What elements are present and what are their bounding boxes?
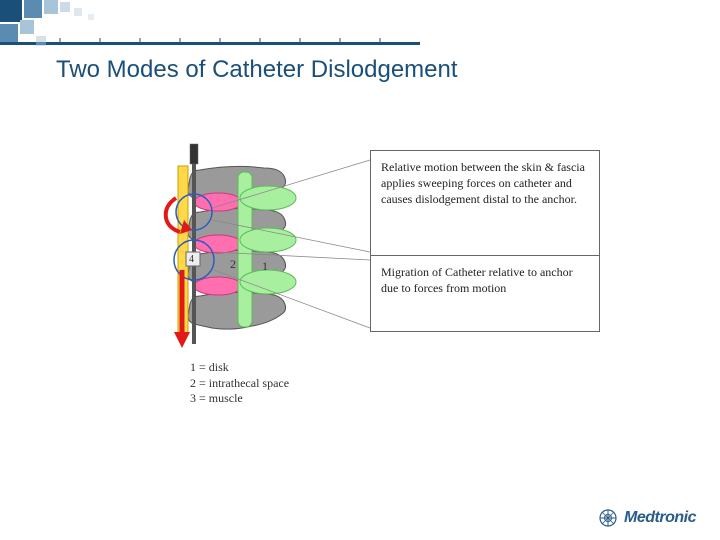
diagram-legend: 1 = disk 2 = intrathecal space 3 = muscl… (190, 360, 289, 407)
content-area: 3 1 2 4 Relative motion between the skin… (140, 140, 600, 420)
logo-text: Medtronic (624, 509, 696, 527)
mode-1-box: Relative motion between the skin & fasci… (370, 150, 600, 256)
legend-line-2: 2 = intrathecal space (190, 376, 289, 392)
mode-2-box: Migration of Catheter relative to anchor… (370, 256, 600, 332)
legend-line-1: 1 = disk (190, 360, 289, 376)
legend-line-3: 3 = muscle (190, 391, 289, 407)
corner-pattern (0, 0, 130, 50)
logo-icon (598, 508, 618, 528)
slide-title: Two Modes of Catheter Dislodgement (56, 56, 458, 84)
description-boxes: Relative motion between the skin & fasci… (370, 150, 600, 332)
brand-logo: Medtronic (598, 508, 696, 528)
